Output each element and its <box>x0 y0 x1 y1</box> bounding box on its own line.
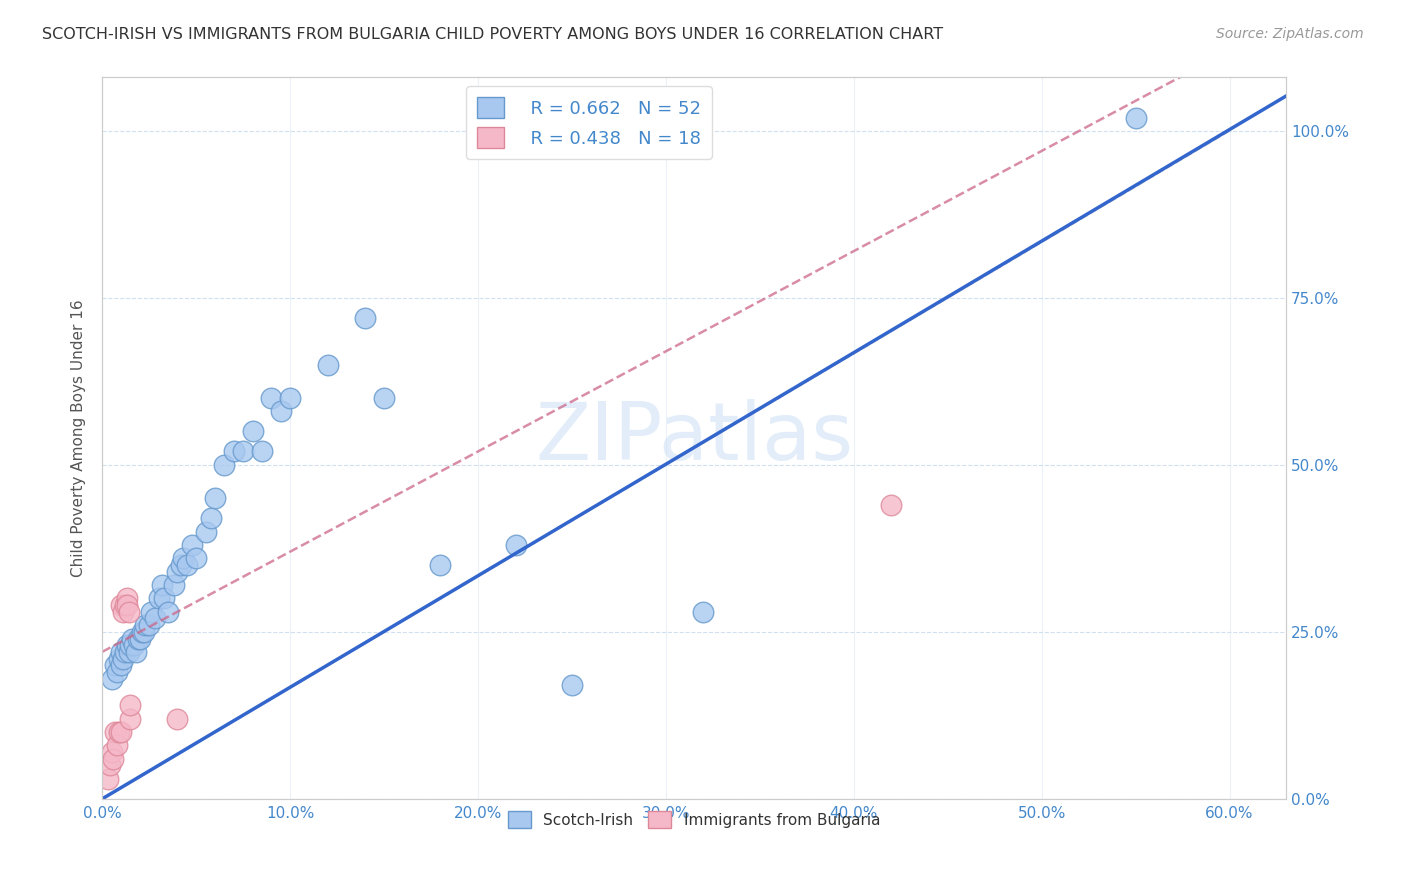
Point <box>172 551 194 566</box>
Point <box>114 645 136 659</box>
Point <box>561 678 583 692</box>
Point <box>429 558 451 572</box>
Point <box>166 565 188 579</box>
Point <box>100 745 122 759</box>
Point <box>278 391 301 405</box>
Point <box>148 591 170 606</box>
Point <box>108 725 131 739</box>
Point <box>214 458 236 472</box>
Point <box>170 558 193 572</box>
Point <box>153 591 176 606</box>
Point <box>373 391 395 405</box>
Point <box>108 651 131 665</box>
Point <box>176 558 198 572</box>
Point <box>125 645 148 659</box>
Point <box>166 712 188 726</box>
Point <box>181 538 204 552</box>
Point <box>186 551 208 566</box>
Point <box>692 605 714 619</box>
Legend: Scotch-Irish, Immigrants from Bulgaria: Scotch-Irish, Immigrants from Bulgaria <box>502 805 886 835</box>
Point <box>880 498 903 512</box>
Point <box>316 358 339 372</box>
Point <box>110 598 132 612</box>
Point <box>105 739 128 753</box>
Point <box>242 425 264 439</box>
Point <box>117 605 139 619</box>
Point <box>117 645 139 659</box>
Point <box>120 698 142 713</box>
Point <box>120 638 142 652</box>
Point <box>100 672 122 686</box>
Point <box>105 665 128 679</box>
Point <box>139 605 162 619</box>
Point <box>131 624 153 639</box>
Point <box>162 578 184 592</box>
Y-axis label: Child Poverty Among Boys Under 16: Child Poverty Among Boys Under 16 <box>72 300 86 577</box>
Point <box>222 444 245 458</box>
Point <box>260 391 283 405</box>
Point <box>122 638 145 652</box>
Point <box>120 712 142 726</box>
Text: SCOTCH-IRISH VS IMMIGRANTS FROM BULGARIA CHILD POVERTY AMONG BOYS UNDER 16 CORRE: SCOTCH-IRISH VS IMMIGRANTS FROM BULGARIA… <box>42 27 943 42</box>
Point <box>250 444 273 458</box>
Point <box>121 632 143 646</box>
Point <box>194 524 217 539</box>
Point <box>200 511 222 525</box>
Point <box>128 632 150 646</box>
Point <box>115 591 138 606</box>
Point <box>232 444 254 458</box>
Point <box>134 618 156 632</box>
Point <box>138 618 160 632</box>
Point <box>132 624 155 639</box>
Point <box>115 638 138 652</box>
Point <box>114 598 136 612</box>
Point <box>505 538 527 552</box>
Point <box>111 651 134 665</box>
Point <box>354 310 377 325</box>
Point <box>150 578 173 592</box>
Point <box>104 658 127 673</box>
Text: ZIPatlas: ZIPatlas <box>536 399 853 477</box>
Point <box>143 611 166 625</box>
Point <box>111 605 134 619</box>
Point <box>115 598 138 612</box>
Point <box>110 725 132 739</box>
Point <box>127 632 149 646</box>
Point <box>156 605 179 619</box>
Text: Source: ZipAtlas.com: Source: ZipAtlas.com <box>1216 27 1364 41</box>
Point <box>104 725 127 739</box>
Point <box>110 658 132 673</box>
Point <box>110 645 132 659</box>
Point <box>98 758 121 772</box>
Point <box>1125 111 1147 125</box>
Point <box>270 404 292 418</box>
Point <box>103 752 125 766</box>
Point <box>97 772 120 786</box>
Point <box>204 491 226 506</box>
